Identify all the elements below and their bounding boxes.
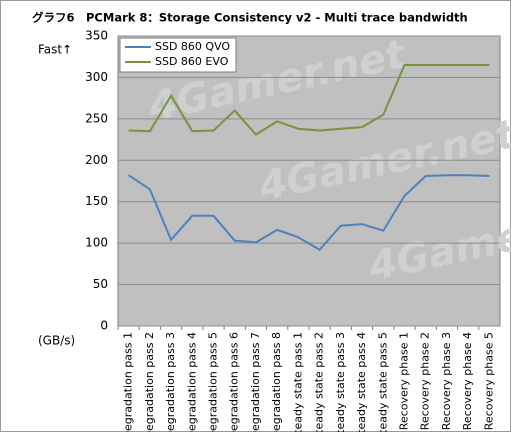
x-tick-label: Recovery phase 5 [482, 332, 495, 430]
y-tick-label: 200 [85, 153, 108, 167]
x-tick-label: Recovery phase 2 [419, 332, 432, 430]
x-tick-label: Steady state pass 5 [376, 332, 389, 432]
x-tick-label: Degradation pass 7 [249, 332, 262, 432]
x-tick-label: Degradation pass 2 [143, 332, 156, 432]
y-tick-label: 0 [100, 319, 108, 333]
plot-area [117, 35, 501, 327]
x-tick-label: Degradation pass 5 [207, 332, 220, 432]
x-tick-label: Degradation pass 8 [270, 332, 283, 432]
chart-title: グラフ6 PCMark 8：Storage Consistency v2 - M… [32, 11, 468, 25]
legend-label: SSD 860 QVO [155, 40, 230, 53]
y-tick-label: 300 [85, 70, 108, 84]
annotation: (GB/s) [38, 334, 75, 348]
series-line [128, 64, 490, 136]
x-tick-label: Steady state pass 1 [291, 332, 304, 432]
x-tick-label: Steady state pass 3 [334, 332, 347, 432]
x-tick-label: Degradation pass 6 [228, 332, 241, 432]
legend-label: SSD 860 EVO [155, 55, 229, 68]
x-tick-label: Degradation pass 4 [185, 332, 198, 432]
x-tick-label: Recovery phase 3 [440, 332, 453, 430]
x-tick-label: Degradation pass 3 [164, 332, 177, 432]
legend [119, 37, 237, 73]
x-tick-label: Steady state pass 4 [355, 332, 368, 432]
y-tick-label: 150 [85, 194, 108, 208]
annotation: Fast↑ [38, 43, 72, 57]
y-tick-label: 50 [93, 277, 108, 291]
x-tick-label: Steady state pass 2 [313, 332, 326, 432]
x-tick-label: Recovery phase 4 [461, 332, 474, 430]
x-tick-label: Recovery phase 1 [398, 332, 411, 430]
y-tick-label: 100 [85, 236, 108, 250]
y-tick-label: 250 [85, 111, 108, 125]
series-line [128, 174, 490, 252]
x-tick-label: Degradation pass 1 [122, 332, 135, 432]
y-tick-label: 350 [85, 29, 108, 43]
